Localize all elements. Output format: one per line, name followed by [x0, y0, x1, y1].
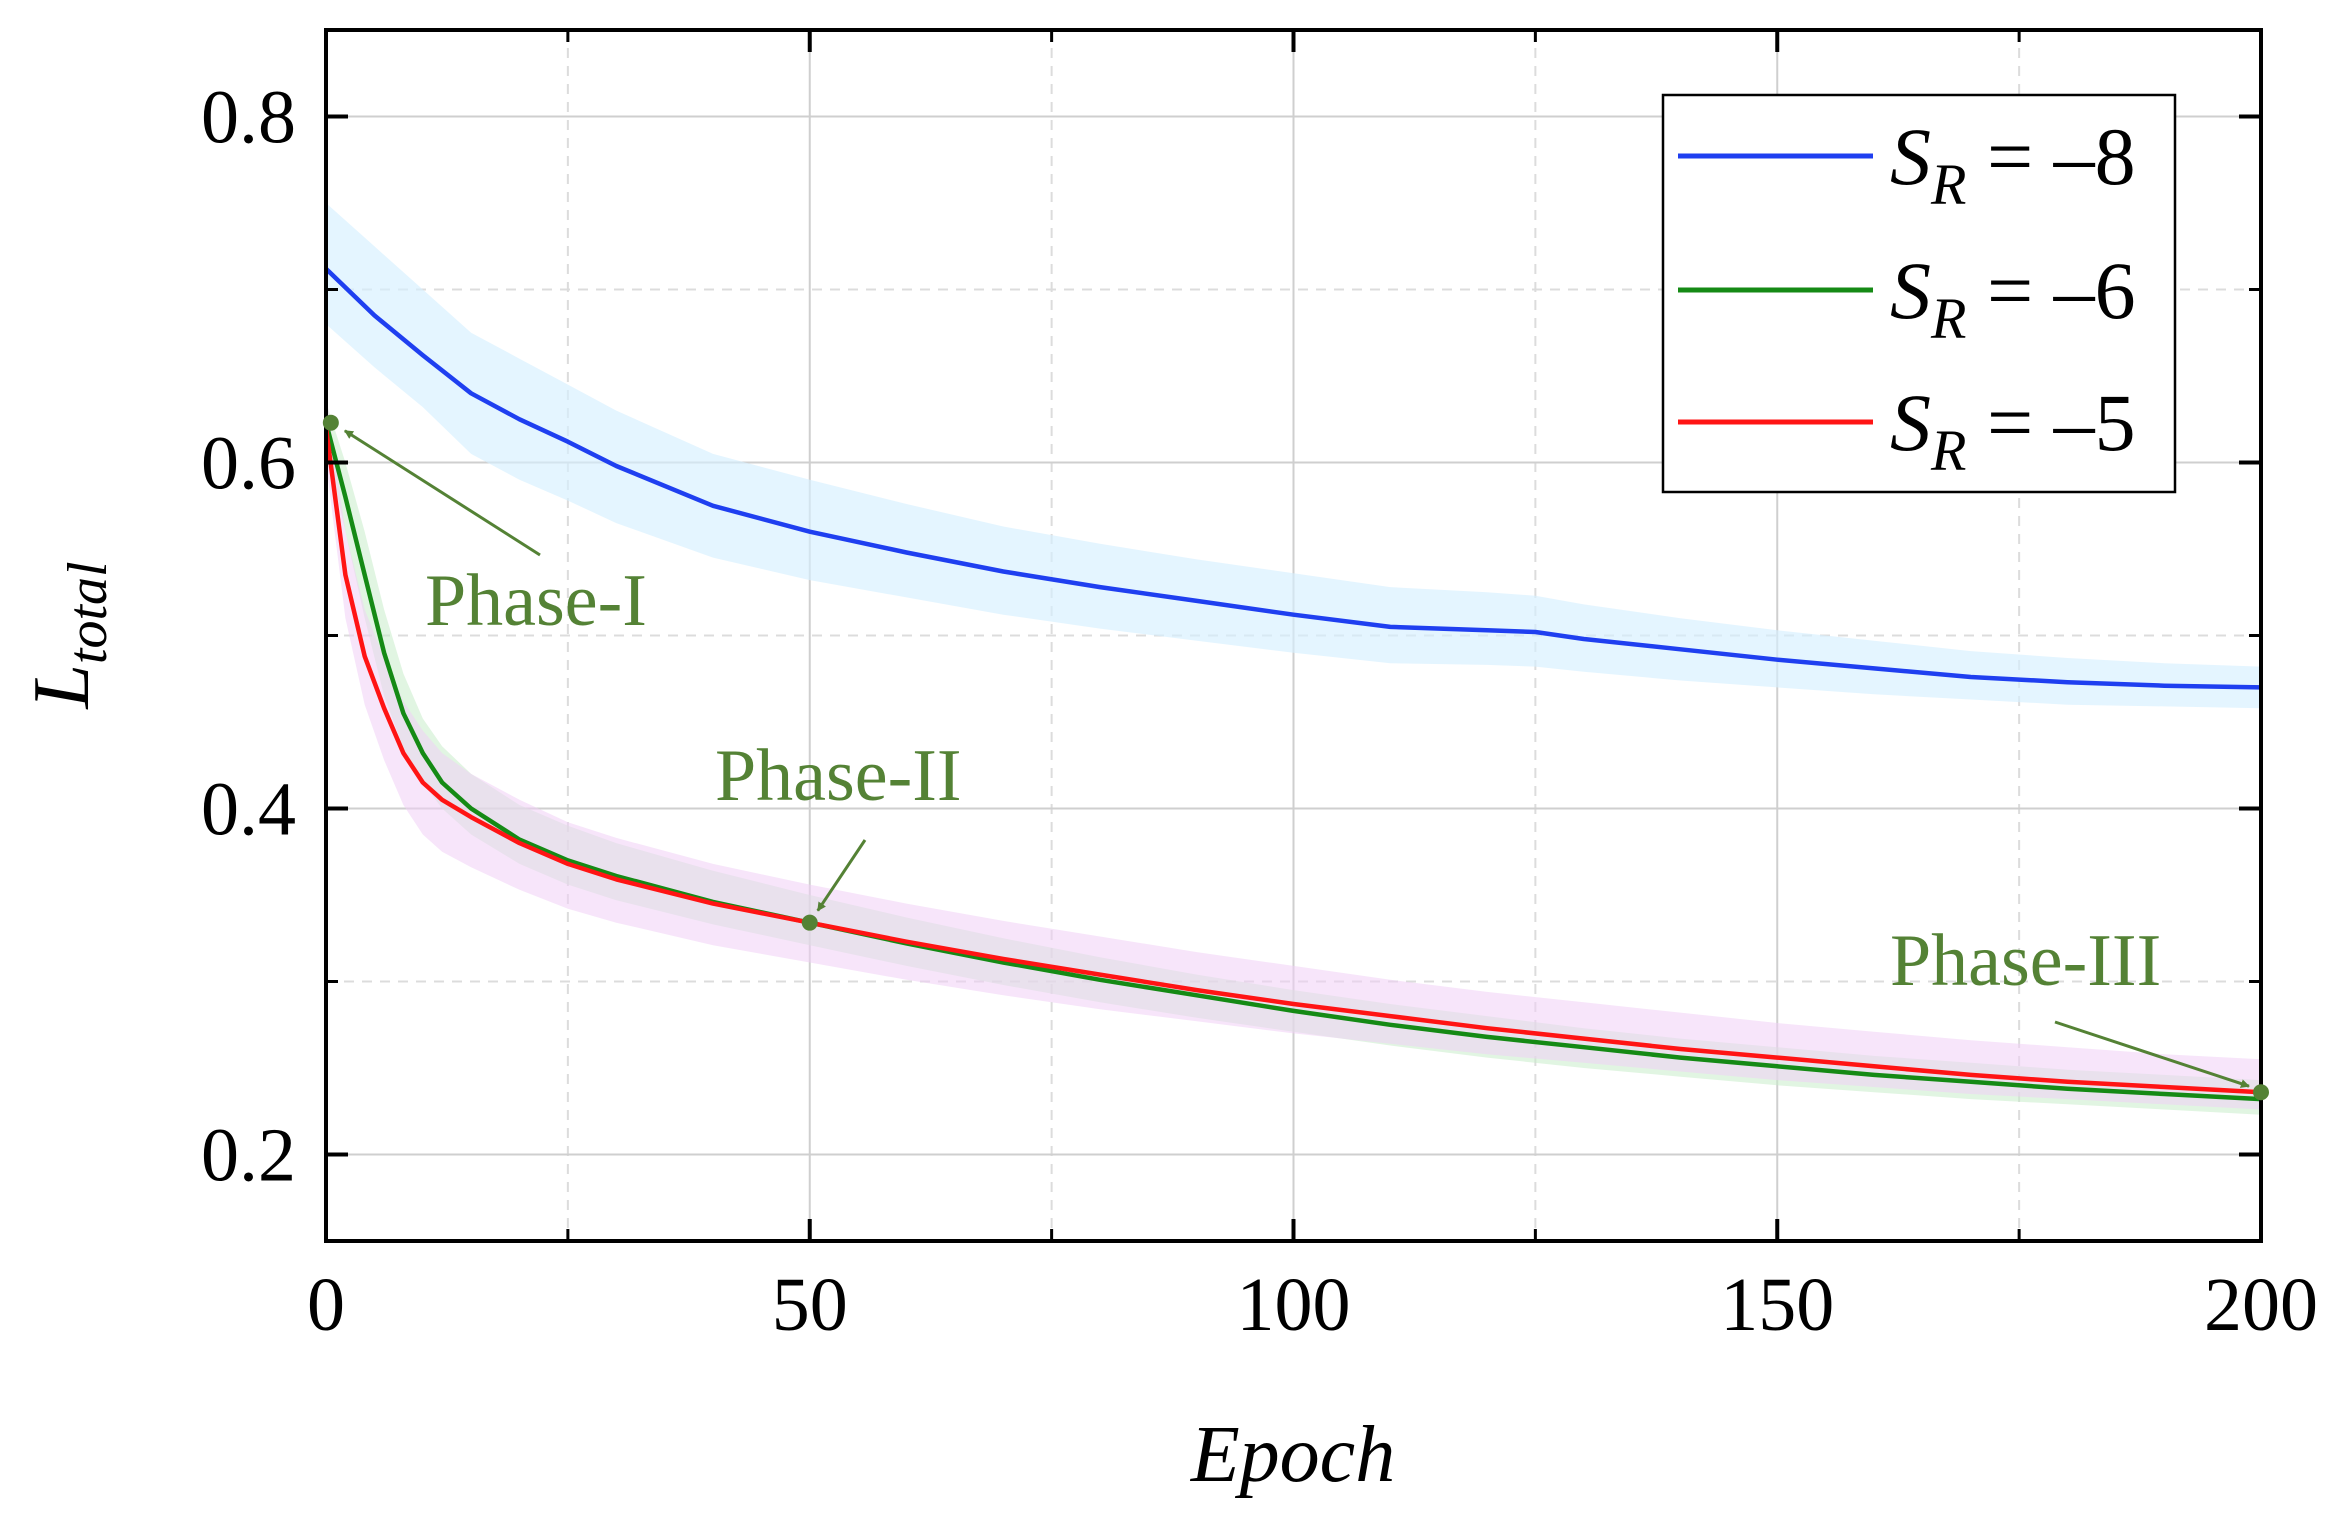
y-tick-label: 0.2 [201, 1114, 296, 1198]
legend-label-2: SR = –6 [1890, 245, 2136, 351]
series-line-3 [326, 425, 2261, 1095]
legend-box [1661, 93, 2177, 494]
legend-symbol: S [1890, 245, 1931, 336]
legend-value: = –6 [1966, 245, 2135, 336]
y-tick-label: 0.8 [201, 76, 296, 160]
x-tick-label: 50 [772, 1263, 848, 1347]
x-axis-title: Epoch [1190, 1411, 1395, 1499]
phase-3-label: Phase-III [1890, 920, 2161, 1002]
legend-symbol: S [1890, 111, 1931, 202]
phase-1-arrow [344, 429, 541, 557]
phase-2-marker [801, 914, 818, 931]
phase-1-marker [322, 414, 339, 431]
x-tick-label: 200 [2204, 1263, 2318, 1347]
phase-2-label: Phase-II [715, 735, 962, 817]
legend-symbol: S [1890, 377, 1931, 468]
y-axis-title-text: Ltotal [18, 561, 119, 709]
annotations: Phase-I Phase-II Phase-III [322, 414, 2269, 1101]
legend-value: = –5 [1966, 377, 2135, 468]
x-axis-title-text: Epoch [1190, 1411, 1395, 1499]
legend-subscript: R [1930, 152, 1966, 217]
y-tick-label: 0.4 [201, 768, 296, 852]
legend: SR = –8SR = –6SR = –5 [1661, 93, 2177, 494]
confidence-band-1 [326, 203, 2261, 709]
y-tick-label: 0.6 [201, 422, 296, 506]
phase-1-label: Phase-I [425, 560, 647, 642]
axes: 0 50 100 150 200 0.2 0.4 0.6 0.8 [201, 28, 2318, 1347]
legend-value: = –8 [1966, 111, 2135, 202]
series-line-2 [326, 420, 2261, 1102]
phase-3-marker [2253, 1084, 2269, 1101]
legend-label-3: SR = –5 [1890, 377, 2136, 483]
series-line-1 [326, 266, 2261, 690]
x-tick-label: 150 [1720, 1263, 1834, 1347]
phase-3-arrow [2054, 1020, 2250, 1088]
legend-subscript: R [1930, 418, 1966, 483]
y-axis-title-sub: total [57, 561, 119, 664]
x-tick-label: 100 [1237, 1263, 1351, 1347]
phase-2-arrow [816, 839, 867, 912]
legend-label-1: SR = –8 [1890, 111, 2136, 217]
legend-subscript: R [1930, 286, 1966, 351]
y-axis-title-main: L [18, 664, 106, 710]
series-lines [326, 266, 2261, 1102]
x-tick-label: 0 [307, 1263, 345, 1347]
y-axis-title: Ltotal [18, 561, 119, 709]
